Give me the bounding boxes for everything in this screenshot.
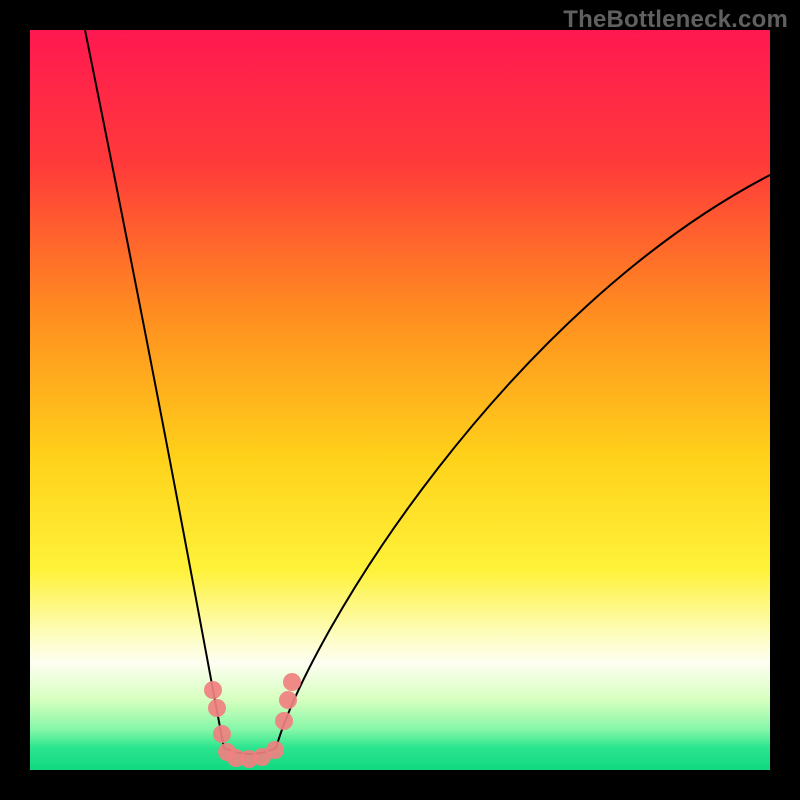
bottleneck-chart: [30, 30, 770, 770]
marker-point: [204, 681, 222, 699]
gradient-background: [30, 30, 770, 770]
chart-frame: TheBottleneck.com: [0, 0, 800, 800]
marker-point: [283, 673, 301, 691]
marker-point: [208, 699, 226, 717]
marker-point: [213, 725, 231, 743]
marker-point: [275, 712, 293, 730]
marker-point: [279, 691, 297, 709]
plot-area: [30, 30, 770, 770]
marker-point: [266, 741, 284, 759]
